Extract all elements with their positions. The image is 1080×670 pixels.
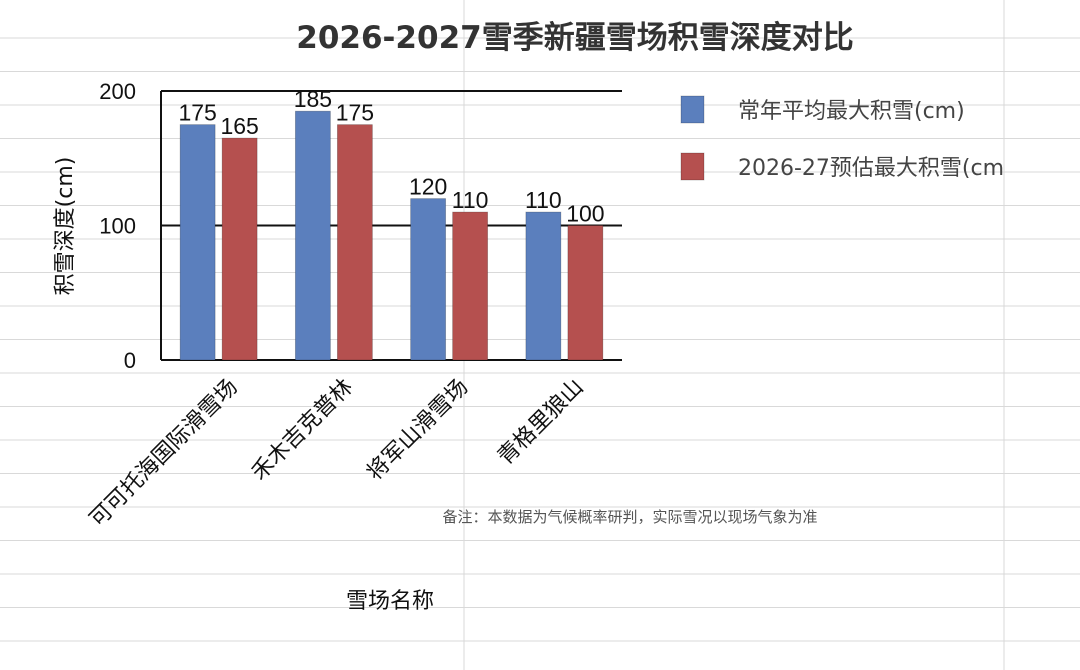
chart-note: 备注：本数据为气候概率研判，实际雪况以现场气象为准 (442, 508, 817, 526)
category-label: 将军山滑雪场 (362, 375, 473, 486)
bar (525, 211, 562, 361)
bar-value-label: 185 (294, 86, 332, 112)
y-tick-label: 100 (99, 214, 136, 239)
bar (179, 124, 216, 361)
legend-swatch (680, 95, 705, 124)
bar (336, 124, 373, 361)
y-axis-title: 积雪深度(cm) (53, 157, 78, 296)
category-label: 青格里狼山 (493, 375, 588, 470)
bar (221, 137, 258, 361)
bar-value-label: 165 (220, 113, 258, 139)
chart-title: 2026-2027雪季新疆雪场积雪深度对比 (296, 20, 853, 56)
x-axis-title: 雪场名称 (346, 589, 434, 614)
bar-value-label: 175 (336, 100, 374, 126)
legend-swatch (680, 152, 705, 181)
category-label: 禾木吉克普林 (247, 375, 358, 486)
bar (452, 211, 489, 361)
bar (567, 225, 604, 361)
bar-value-label: 175 (178, 100, 216, 126)
legend-label: 2026-27预估最大积雪(cm (738, 156, 1004, 181)
y-tick-label: 0 (124, 348, 136, 373)
legend-label: 常年平均最大积雪(cm) (738, 99, 965, 124)
bar (410, 198, 447, 361)
y-tick-label: 200 (99, 79, 136, 104)
bar-value-label: 100 (566, 201, 604, 227)
category-label: 可可托海国际滑雪场 (85, 375, 243, 533)
bar (294, 110, 331, 361)
bar-value-label: 110 (525, 187, 562, 213)
y-axis-ticks: 0 100 200 (99, 79, 136, 373)
bar-value-label: 120 (409, 174, 447, 200)
legend: 常年平均最大积雪(cm) 2026-27预估最大积雪(cm (680, 95, 1004, 181)
bars-group (179, 110, 604, 361)
bar-value-label: 110 (452, 187, 489, 213)
